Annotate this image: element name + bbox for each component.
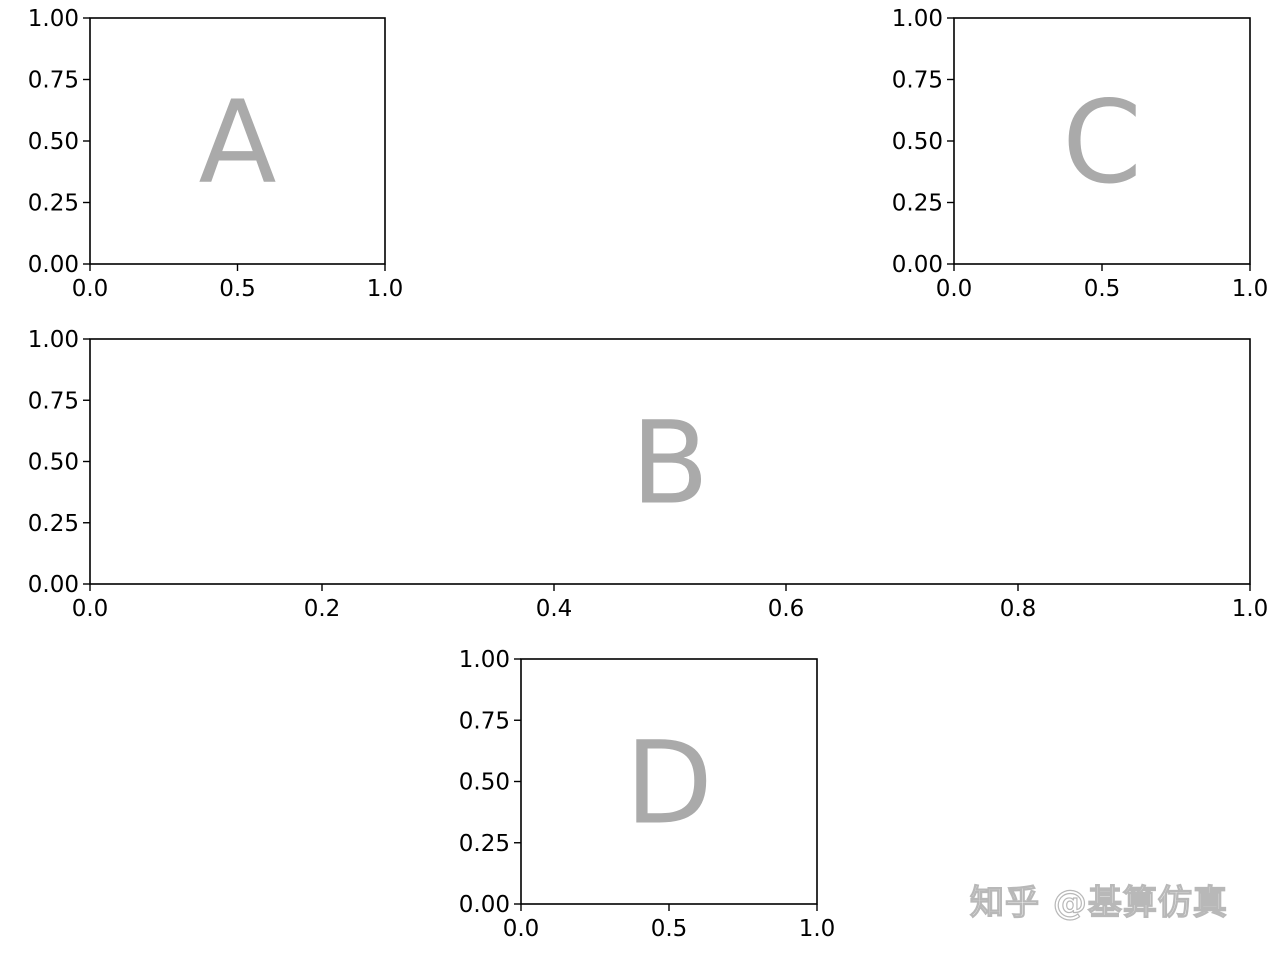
x-tick-label-d: 0.0 (503, 916, 540, 942)
panel-label-c: C (1062, 76, 1142, 209)
y-tick-label-a: 0.25 (28, 191, 79, 217)
x-tick-label-b: 0.2 (304, 596, 341, 622)
y-tick-label-b: 0.50 (28, 450, 79, 476)
subplot-d: 0.0 0.5 1.0 0.00 0.25 0.50 0.75 1.00 D (459, 647, 836, 942)
y-tick-label-c: 0.75 (892, 68, 943, 94)
subplot-a: 0.0 0.5 1.0 0.00 0.25 0.50 0.75 1.00 A (28, 6, 404, 302)
y-tick-label-b: 1.00 (28, 327, 79, 353)
y-tick-label-b: 0.25 (28, 511, 79, 537)
panel-label-d: D (625, 717, 713, 850)
x-tick-label-b: 0.6 (768, 596, 805, 622)
x-tick-label-b: 0.8 (1000, 596, 1037, 622)
x-tick-label-b: 1.0 (1232, 596, 1269, 622)
x-tick-label-a: 0.5 (219, 276, 256, 302)
x-tick-label-a: 1.0 (367, 276, 404, 302)
y-tick-label-d: 0.25 (459, 831, 510, 857)
y-tick-label-b: 0.00 (28, 572, 79, 598)
panel-label-b: B (631, 397, 709, 530)
y-tick-label-a: 0.75 (28, 68, 79, 94)
x-tick-label-d: 0.5 (651, 916, 688, 942)
x-tick-label-c: 1.0 (1232, 276, 1269, 302)
subplot-c: 0.0 0.5 1.0 0.00 0.25 0.50 0.75 1.00 C (892, 6, 1269, 302)
y-tick-label-c: 1.00 (892, 6, 943, 32)
y-tick-label-c: 0.00 (892, 252, 943, 278)
y-tick-label-a: 1.00 (28, 6, 79, 32)
y-tick-label-c: 0.25 (892, 191, 943, 217)
watermark-text: 知乎 @基算仿真 (969, 883, 1228, 923)
y-tick-label-a: 0.00 (28, 252, 79, 278)
panel-label-a: A (199, 76, 277, 209)
y-tick-label-d: 0.50 (459, 770, 510, 796)
x-tick-label-b: 0.4 (536, 596, 573, 622)
x-tick-label-c: 0.5 (1084, 276, 1121, 302)
y-tick-label-a: 0.50 (28, 129, 79, 155)
y-tick-label-c: 0.50 (892, 129, 943, 155)
y-tick-label-b: 0.75 (28, 388, 79, 414)
y-tick-label-d: 0.00 (459, 892, 510, 918)
x-tick-label-b: 0.0 (72, 596, 109, 622)
subplot-b: 0.0 0.2 0.4 0.6 0.8 1.0 0.00 0.25 0.50 0.75 1.00 B (28, 327, 1269, 622)
x-tick-label-d: 1.0 (799, 916, 836, 942)
x-tick-label-a: 0.0 (72, 276, 109, 302)
x-tick-label-c: 0.0 (936, 276, 973, 302)
y-tick-label-d: 1.00 (459, 647, 510, 673)
y-tick-label-d: 0.75 (459, 708, 510, 734)
